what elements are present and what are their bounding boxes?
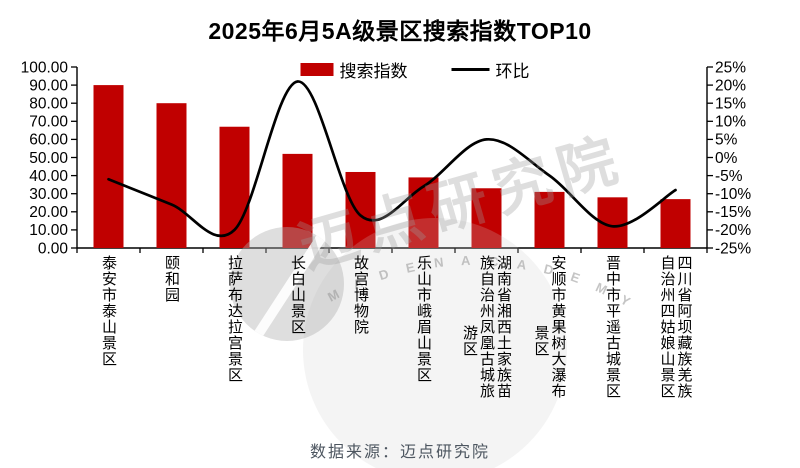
category-label-2: 颐和园 [140, 255, 203, 427]
bar-5 [345, 171, 376, 248]
bar-7 [471, 188, 502, 248]
category-label-4: 长白山景区 [266, 255, 329, 427]
y-left-tick-label: 20.00 [29, 204, 68, 221]
legend-bar-swatch [300, 63, 334, 76]
y-left-tick-label: 0.00 [38, 240, 69, 257]
category-label-6: 乐山市峨眉山景区 [392, 255, 455, 427]
category-label-column: 安顺市黄果树大瀑布 [549, 255, 567, 399]
y-left-tick-label: 10.00 [29, 222, 68, 239]
y-right-tick-label: 5% [715, 132, 738, 149]
y-right-tick-label: -20% [715, 222, 751, 239]
y-left-tick-label: 70.00 [29, 114, 68, 131]
legend: 搜索指数 环比 [300, 57, 530, 82]
category-label-column: 族自治州凤凰古城旅 [478, 255, 495, 399]
chart-title: 2025年6月5A级景区搜索指数TOP10 [208, 18, 592, 44]
legend-bar-label: 搜索指数 [339, 62, 408, 81]
y-right-tick-label: -5% [715, 168, 743, 185]
bar-4 [282, 153, 313, 248]
y-left-tick-label: 60.00 [29, 132, 68, 149]
bar-8 [534, 191, 565, 248]
category-label-column: 乐山市峨眉山景区 [415, 255, 432, 383]
legend-line-swatch [451, 68, 490, 71]
category-label-column: 游区 [461, 325, 478, 357]
category-label-column: 故宫博物院 [352, 255, 369, 335]
y-left-tick-label: 80.00 [29, 96, 68, 113]
y-right-tick-label: -10% [715, 186, 751, 203]
category-label-column: 自治州四姑娘山景区 [658, 255, 676, 399]
bar-6 [408, 177, 439, 248]
y-right-tick-label: -15% [715, 204, 751, 221]
mom-change-line [107, 80, 677, 238]
category-label-3: 拉萨布达拉宫景区 [203, 255, 266, 427]
bar-1 [93, 85, 124, 248]
category-label-5: 故宫博物院 [329, 255, 392, 427]
category-label-column: 景区 [532, 325, 550, 357]
y-right-tick-label: 20% [715, 77, 746, 94]
y-right-tick-label: 0% [715, 150, 738, 167]
category-label-column: 拉萨布达拉宫景区 [226, 255, 243, 383]
category-label-10: 四川省阿坝藏族羌族 自治州四姑娘山景区 [644, 255, 707, 427]
y-left-tick-label: 90.00 [29, 77, 68, 94]
y-right-tick-label: 25% [715, 59, 746, 76]
y-left-tick-label: 100.00 [21, 59, 69, 76]
category-label-8: 安顺市黄果树大瀑布 景区 [518, 255, 581, 427]
category-label-column: 晋中市平遥古城景区 [604, 255, 621, 399]
category-label-column: 湖南省湘西土家族苗 [495, 255, 512, 399]
category-label-7: 湖南省湘西土家族苗 族自治州凤凰古城旅 游区 [455, 255, 518, 427]
source-note: 数据来源：迈点研究院 [309, 444, 490, 461]
category-label-9: 晋中市平遥古城景区 [581, 255, 644, 427]
legend-item-mom-change: 环比 [451, 57, 530, 82]
legend-line-label: 环比 [495, 62, 530, 81]
y-left-tick-label: 40.00 [29, 168, 68, 185]
category-label-column: 颐和园 [163, 255, 180, 303]
y-right-tick-label: 15% [715, 96, 746, 113]
bar-10 [660, 199, 691, 248]
bar-2 [156, 103, 187, 248]
legend-item-search-index: 搜索指数 [300, 57, 408, 82]
y-left-tick-label: 30.00 [29, 186, 68, 203]
category-label-column: 四川省阿坝藏族羌族 [675, 255, 693, 399]
category-label-column: 泰安市泰山景区 [100, 255, 117, 367]
category-label-1: 泰安市泰山景区 [77, 255, 140, 427]
y-right-tick-label: 10% [715, 114, 746, 131]
category-label-column: 长白山景区 [289, 255, 306, 335]
y-left-tick-label: 50.00 [29, 150, 68, 167]
y-right-tick-label: -25% [715, 240, 751, 257]
